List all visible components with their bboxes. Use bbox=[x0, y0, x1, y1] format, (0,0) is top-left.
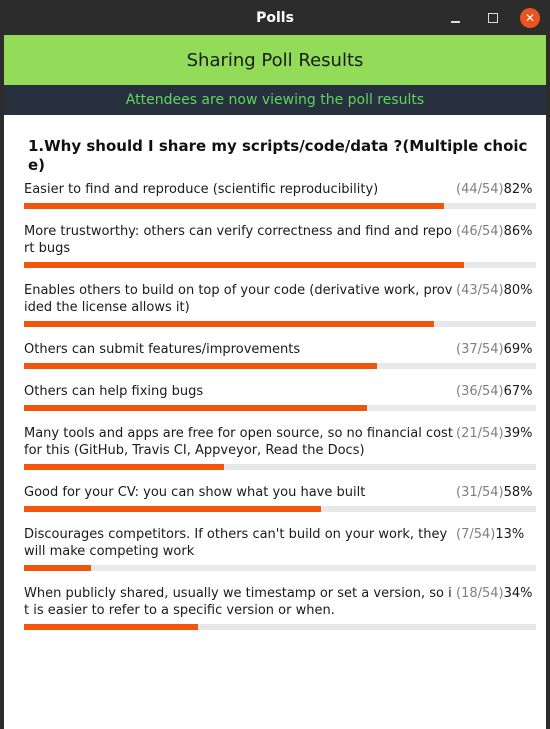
poll-option-row: Good for your CV: you can show what you … bbox=[24, 484, 536, 501]
poll-option-count: (21/54) bbox=[456, 426, 504, 441]
poll-option-bar-track bbox=[24, 405, 536, 411]
poll-option-count: (46/54) bbox=[456, 224, 504, 239]
poll-option-label: Others can help fixing bugs bbox=[24, 384, 204, 399]
page-title: Sharing Poll Results bbox=[4, 35, 546, 85]
poll-option-percent: 39% bbox=[503, 426, 533, 441]
poll-option-bar-fill bbox=[24, 321, 434, 327]
poll-option-row: Enables others to build on top of your c… bbox=[24, 282, 536, 316]
poll-option-bar-track bbox=[24, 506, 536, 512]
poll-option-percent: 80% bbox=[503, 283, 533, 298]
poll-results: 1.Why should I share my scripts/code/dat… bbox=[4, 115, 546, 638]
poll-option-bar-fill bbox=[24, 405, 368, 411]
poll-option: Discourages competitors. If others can't… bbox=[24, 526, 536, 579]
poll-option-bar-fill bbox=[24, 565, 91, 571]
poll-option-row: Others can help fixing bugs (36/54) 67% bbox=[24, 383, 536, 400]
poll-option-bar-fill bbox=[24, 624, 199, 630]
poll-option: When publicly shared, usually we timesta… bbox=[24, 585, 536, 638]
poll-option: Good for your CV: you can show what you … bbox=[24, 484, 536, 520]
poll-option-label: Easier to find and reproduce (scientific… bbox=[24, 182, 379, 197]
poll-option-percent: 82% bbox=[503, 182, 533, 197]
poll-option-count: (18/54) bbox=[456, 586, 504, 601]
poll-option-label: Good for your CV: you can show what you … bbox=[24, 485, 366, 500]
poll-option-bar-track bbox=[24, 624, 536, 630]
poll-option-bar-track bbox=[24, 262, 536, 268]
poll-option-count: (44/54) bbox=[456, 182, 504, 197]
poll-option-row: More trustworthy: others can verify corr… bbox=[24, 223, 536, 257]
poll-option-bar-fill bbox=[24, 203, 444, 209]
status-message: Attendees are now viewing the poll resul… bbox=[4, 85, 546, 115]
poll-option-count: (31/54) bbox=[456, 485, 504, 500]
maximize-icon[interactable] bbox=[482, 7, 504, 29]
poll-option-percent: 34% bbox=[503, 586, 533, 601]
poll-question: 1.Why should I share my scripts/code/dat… bbox=[28, 137, 528, 174]
poll-option-bar-track bbox=[24, 321, 536, 327]
close-icon[interactable]: ✕ bbox=[520, 7, 540, 28]
poll-option-bar-fill bbox=[24, 363, 378, 369]
poll-option: Others can help fixing bugs (36/54) 67% bbox=[24, 383, 536, 419]
poll-option-bar-fill bbox=[24, 262, 465, 268]
poll-option: Others can submit features/improvements (… bbox=[24, 341, 536, 377]
poll-option-label: When publicly shared, usually we timesta… bbox=[24, 586, 452, 618]
poll-option-label: Enables others to build on top of your c… bbox=[24, 283, 453, 315]
poll-option: Easier to find and reproduce (scientific… bbox=[24, 181, 536, 217]
poll-option-row: Discourages competitors. If others can't… bbox=[24, 526, 536, 560]
poll-option-bar-track bbox=[24, 464, 536, 470]
poll-option-row: When publicly shared, usually we timesta… bbox=[24, 585, 536, 619]
poll-option-percent: 86% bbox=[503, 224, 533, 239]
poll-option-percent: 67% bbox=[503, 384, 533, 399]
poll-option: Many tools and apps are free for open so… bbox=[24, 425, 536, 478]
poll-option-percent: 13% bbox=[495, 527, 525, 542]
poll-option-label: Many tools and apps are free for open so… bbox=[24, 426, 453, 458]
poll-option-row: Many tools and apps are free for open so… bbox=[24, 425, 536, 459]
poll-option-bar-track bbox=[24, 565, 536, 571]
poll-option-row: Others can submit features/improvements (… bbox=[24, 341, 536, 358]
poll-option-label: Others can submit features/improvements bbox=[24, 342, 301, 357]
window-title: Polls bbox=[256, 9, 294, 26]
window-controls: ✕ bbox=[444, 0, 540, 35]
poll-option-bar-fill bbox=[24, 464, 224, 470]
poll-option-percent: 69% bbox=[503, 342, 533, 357]
minimize-icon[interactable] bbox=[444, 7, 466, 29]
poll-option-row: Easier to find and reproduce (scientific… bbox=[24, 181, 536, 198]
poll-option-label: More trustworthy: others can verify corr… bbox=[24, 224, 452, 256]
window-titlebar[interactable]: Polls ✕ bbox=[0, 0, 550, 35]
poll-option-bar-fill bbox=[24, 506, 321, 512]
poll-option-bar-track bbox=[24, 203, 536, 209]
poll-option-count: (43/54) bbox=[456, 283, 504, 298]
poll-option-label: Discourages competitors. If others can't… bbox=[24, 527, 448, 559]
poll-option-count: (7/54) bbox=[456, 527, 496, 542]
poll-content: Sharing Poll Results Attendees are now v… bbox=[4, 35, 546, 729]
poll-option-count: (36/54) bbox=[456, 384, 504, 399]
poll-option-bar-track bbox=[24, 363, 536, 369]
poll-option-percent: 58% bbox=[503, 485, 533, 500]
poll-option-count: (37/54) bbox=[456, 342, 504, 357]
poll-option: More trustworthy: others can verify corr… bbox=[24, 223, 536, 276]
poll-options-list: Easier to find and reproduce (scientific… bbox=[24, 181, 536, 638]
poll-option: Enables others to build on top of your c… bbox=[24, 282, 536, 335]
